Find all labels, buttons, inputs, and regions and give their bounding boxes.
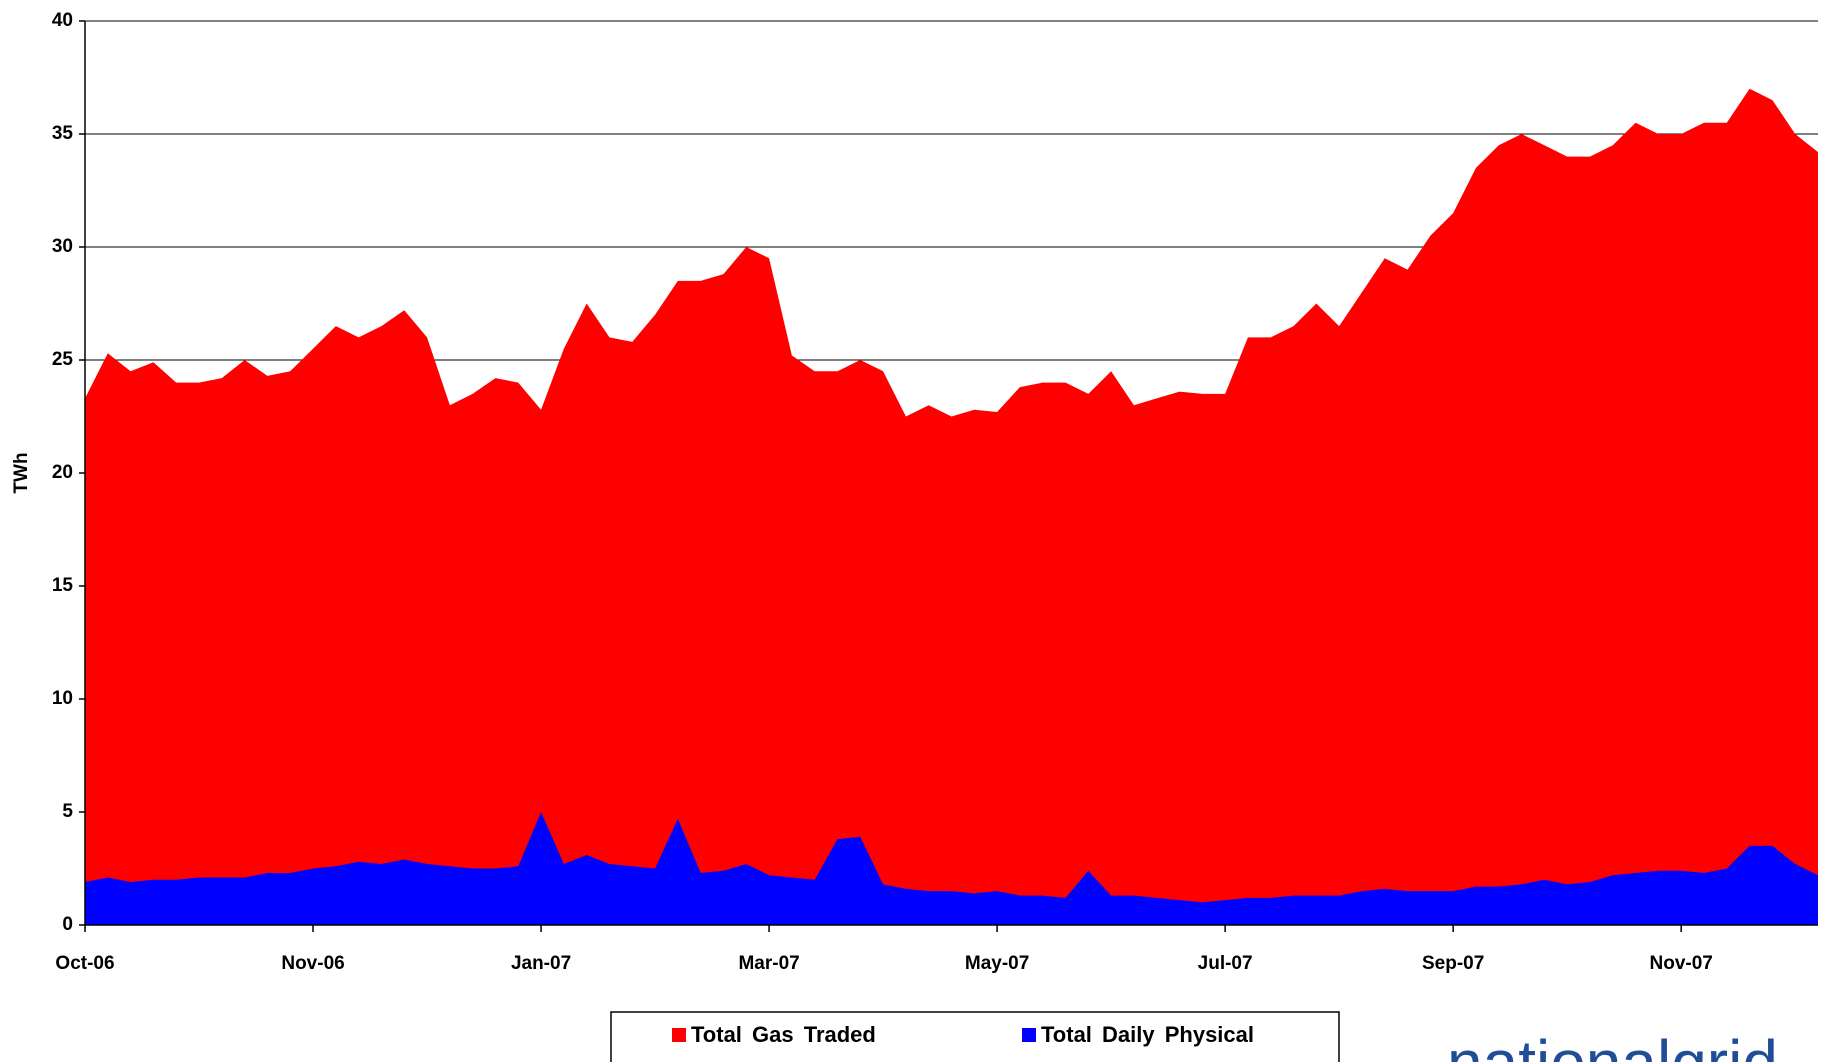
- x-tick-label: Sep-07: [1422, 953, 1484, 974]
- y-tick-label: 30: [52, 236, 73, 257]
- logo: nationalgrid: [1447, 1027, 1778, 1062]
- y-tick-label: 15: [52, 575, 74, 596]
- area: [85, 812, 1818, 925]
- x-tick-label: May-07: [965, 953, 1029, 974]
- y-tick-label: 20: [52, 462, 73, 483]
- y-tick-label: 5: [62, 801, 73, 822]
- x-tick-label: Jul-07: [1198, 953, 1253, 974]
- legend-swatch: [1022, 1028, 1036, 1042]
- y-tick-label: 35: [52, 123, 74, 144]
- y-tick-label: 25: [52, 349, 74, 370]
- legend-box: [610, 1011, 1340, 1062]
- legend-label: Total Gas Traded: [691, 1022, 876, 1047]
- y-tick-label: 10: [52, 688, 73, 709]
- x-tick-label: Oct-06: [55, 953, 114, 974]
- y-axis-label: TWh: [11, 452, 32, 493]
- y-tick-label: 0: [62, 914, 73, 935]
- x-tick-label: Nov-06: [281, 953, 344, 974]
- y-tick-label: 40: [52, 10, 73, 31]
- x-tick-label: Nov-07: [1650, 953, 1713, 974]
- legend-label: Total Daily Physical: [1041, 1022, 1254, 1047]
- x-tick-label: Mar-07: [738, 953, 799, 974]
- x-tick-label: Jan-07: [511, 953, 571, 974]
- legend-swatch: [672, 1028, 686, 1042]
- area: [85, 88, 1818, 926]
